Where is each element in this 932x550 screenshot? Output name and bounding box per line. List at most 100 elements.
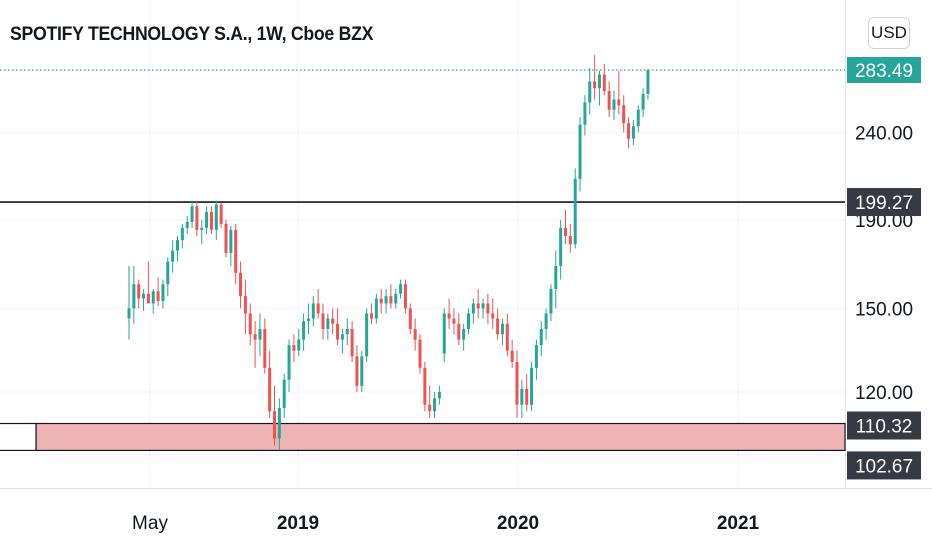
candle bbox=[437, 385, 441, 405]
candle bbox=[515, 350, 519, 418]
candle bbox=[457, 313, 461, 346]
candle bbox=[631, 120, 635, 146]
zone-lower-price-value: 102.67 bbox=[855, 456, 913, 477]
candle bbox=[146, 261, 150, 304]
candle bbox=[554, 250, 558, 309]
candle bbox=[326, 313, 330, 340]
time-tick-label: 2019 bbox=[277, 513, 319, 534]
candle bbox=[617, 70, 621, 115]
candle bbox=[374, 293, 378, 324]
candle bbox=[530, 362, 534, 412]
candle bbox=[612, 91, 616, 121]
candle bbox=[462, 323, 466, 351]
candle bbox=[171, 240, 175, 273]
candle bbox=[622, 95, 626, 133]
candle bbox=[287, 339, 291, 392]
candle bbox=[578, 117, 582, 192]
candle bbox=[442, 308, 446, 363]
candle bbox=[467, 308, 470, 335]
candle bbox=[306, 303, 310, 335]
candle bbox=[282, 373, 286, 418]
candle bbox=[384, 288, 388, 314]
candle bbox=[185, 215, 189, 234]
price-tick-label: 240.00 bbox=[855, 123, 913, 144]
last-price-value: 283.49 bbox=[855, 61, 913, 82]
zone-upper-price-value: 110.32 bbox=[856, 417, 913, 438]
chart-title: SPOTIFY TECHNOLOGY S.A., 1W, Cboe BZX bbox=[10, 24, 374, 45]
candle bbox=[641, 88, 645, 118]
candle bbox=[539, 321, 543, 357]
time-tick-label: 2020 bbox=[497, 513, 539, 534]
candle bbox=[151, 288, 155, 314]
candle bbox=[559, 219, 563, 280]
candle bbox=[505, 313, 509, 357]
candle bbox=[350, 321, 354, 363]
time-tick-label: May bbox=[132, 513, 168, 534]
candle bbox=[253, 321, 257, 368]
candle bbox=[340, 328, 344, 354]
candle bbox=[471, 298, 475, 324]
candle bbox=[481, 298, 485, 319]
candle bbox=[297, 328, 301, 357]
candle bbox=[583, 95, 587, 136]
candle bbox=[486, 293, 490, 324]
candle bbox=[476, 288, 480, 319]
candle bbox=[534, 339, 538, 380]
candle bbox=[433, 392, 437, 418]
candle bbox=[345, 318, 349, 346]
candle bbox=[399, 279, 403, 299]
candle bbox=[408, 303, 412, 335]
candle bbox=[607, 81, 611, 118]
candle bbox=[413, 318, 417, 351]
candle bbox=[428, 385, 432, 418]
candle bbox=[137, 279, 141, 309]
candle bbox=[510, 339, 514, 368]
candle bbox=[239, 261, 243, 309]
candle bbox=[452, 308, 456, 335]
candle bbox=[190, 200, 194, 228]
zone-upper-price-label: 110.32 bbox=[847, 411, 921, 440]
candle bbox=[491, 298, 495, 329]
candle bbox=[564, 210, 567, 245]
candle bbox=[273, 385, 276, 446]
resistance-price-value: 199.27 bbox=[855, 193, 913, 214]
candle bbox=[370, 303, 373, 324]
candle bbox=[403, 279, 407, 314]
support-zone[interactable] bbox=[35, 422, 846, 452]
candle bbox=[243, 279, 247, 335]
candle bbox=[292, 334, 296, 363]
candle bbox=[166, 257, 170, 297]
candle bbox=[588, 68, 592, 115]
candle bbox=[593, 55, 597, 100]
candle bbox=[268, 350, 272, 418]
candle bbox=[156, 277, 160, 306]
support-zone-left-box bbox=[0, 422, 37, 452]
candle bbox=[263, 318, 267, 374]
candle bbox=[311, 296, 315, 327]
candle bbox=[379, 288, 383, 314]
candle bbox=[447, 298, 451, 329]
candle bbox=[423, 362, 427, 412]
candle bbox=[209, 206, 213, 234]
time-tick-label: 2021 bbox=[717, 513, 760, 534]
candle bbox=[597, 70, 601, 106]
candle bbox=[520, 379, 524, 418]
candle bbox=[195, 200, 199, 236]
candle bbox=[636, 105, 640, 133]
candle bbox=[302, 313, 306, 351]
resistance-price-label: 199.27 bbox=[847, 188, 921, 217]
currency-button[interactable]: USD bbox=[868, 17, 910, 49]
candle bbox=[180, 223, 184, 249]
candle bbox=[127, 265, 131, 340]
candle bbox=[336, 308, 340, 346]
candle bbox=[316, 288, 320, 319]
candle bbox=[331, 308, 335, 335]
candle bbox=[205, 206, 209, 234]
candle bbox=[142, 288, 146, 311]
price-tick-label: 150.00 bbox=[855, 299, 913, 320]
candle bbox=[229, 225, 233, 266]
candle bbox=[248, 303, 252, 346]
candle bbox=[224, 219, 228, 258]
candle bbox=[389, 284, 393, 309]
